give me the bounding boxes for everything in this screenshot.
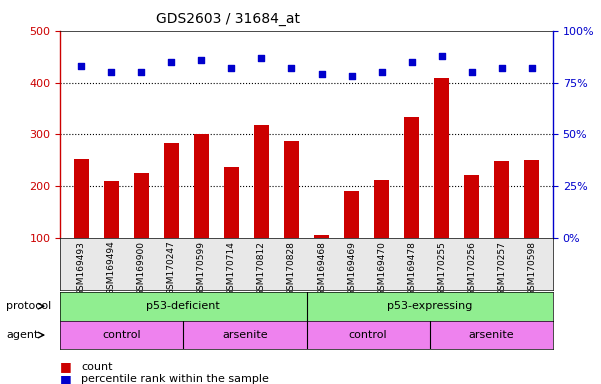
Text: GSM169469: GSM169469 [347,241,356,296]
Text: GSM170812: GSM170812 [257,241,266,296]
Point [317,71,326,77]
Point [166,59,176,65]
Point [287,65,296,71]
Point [76,63,86,69]
Text: GSM170598: GSM170598 [528,241,536,296]
Point [257,55,266,61]
Bar [254,125,269,290]
Text: GDS2603 / 31684_at: GDS2603 / 31684_at [156,12,300,25]
Point [467,69,477,75]
Bar [194,134,209,290]
Text: ■: ■ [60,360,72,373]
Bar [434,78,449,290]
Bar [133,173,149,290]
Bar [404,117,419,290]
Text: GSM170828: GSM170828 [287,241,296,296]
Point [437,53,447,59]
Point [347,73,356,79]
Text: GSM169470: GSM169470 [377,241,386,296]
Text: GSM169478: GSM169478 [407,241,416,296]
Bar [284,141,299,290]
Text: ■: ■ [60,373,72,384]
Point [407,59,416,65]
Text: GSM169493: GSM169493 [77,241,85,296]
Bar [314,235,329,290]
Text: GSM170247: GSM170247 [167,241,175,295]
Bar [374,179,389,290]
Point [497,65,507,71]
Bar [344,191,359,290]
Text: p53-expressing: p53-expressing [387,301,472,311]
Bar [74,159,89,290]
Text: GSM170256: GSM170256 [468,241,476,296]
Point [136,69,146,75]
Point [377,69,386,75]
Text: percentile rank within the sample: percentile rank within the sample [81,374,269,384]
Text: control: control [349,330,388,340]
Point [197,57,206,63]
Text: GSM170599: GSM170599 [197,241,206,296]
Point [227,65,236,71]
Point [527,65,537,71]
Text: arsenite: arsenite [469,330,514,340]
Text: agent: agent [6,330,38,340]
Text: control: control [102,330,141,340]
Text: GSM170257: GSM170257 [498,241,506,296]
Text: count: count [81,362,112,372]
Text: protocol: protocol [6,301,51,311]
Text: GSM170255: GSM170255 [438,241,446,296]
Text: arsenite: arsenite [222,330,267,340]
Text: GSM169494: GSM169494 [107,241,115,295]
Text: p53-deficient: p53-deficient [147,301,220,311]
Text: GSM169900: GSM169900 [137,241,145,296]
Bar [524,161,539,290]
Bar [464,175,480,290]
Text: GSM169468: GSM169468 [317,241,326,296]
Bar [494,161,509,290]
Bar [104,180,118,290]
Bar [224,167,239,290]
Bar [163,143,179,290]
Point [106,69,116,75]
Text: GSM170714: GSM170714 [227,241,236,296]
